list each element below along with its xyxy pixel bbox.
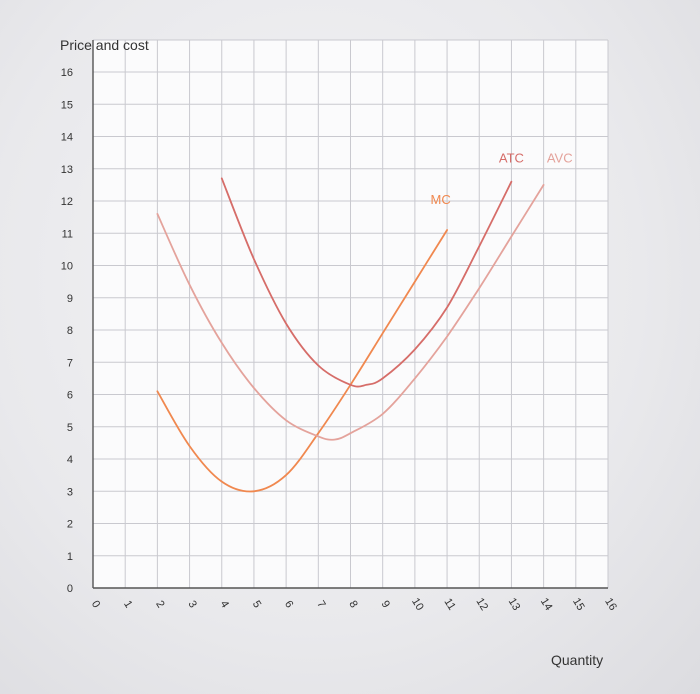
x-tick-label: 0	[89, 599, 102, 611]
axes	[92, 40, 608, 589]
y-tick-label: 10	[61, 261, 73, 273]
y-tick-label: 12	[61, 196, 73, 208]
y-tick-label: 15	[61, 99, 73, 111]
curves	[156, 177, 545, 493]
y-tick-label: 5	[67, 422, 73, 434]
x-tick-label: 3	[185, 599, 198, 611]
x-tick-label: 5	[250, 599, 263, 611]
grid	[93, 39, 609, 588]
x-tick-label: 8	[346, 599, 359, 611]
x-tick-label: 10	[409, 596, 426, 613]
y-axis-label: Price and cost	[60, 37, 149, 53]
y-tick-label: 14	[61, 132, 73, 144]
x-tick-label: 13	[506, 596, 523, 613]
x-tick-label: 15	[570, 596, 587, 613]
x-tick-label: 4	[218, 599, 231, 611]
y-tick-label: 8	[67, 325, 73, 337]
x-tick-label: 9	[379, 599, 392, 611]
x-tick-label: 16	[602, 596, 619, 613]
x-tick-labels: 0 1 2 3 4 5 6 7 8 9 10 11 12 13 14 15 16	[89, 596, 619, 613]
y-tick-label: 0	[67, 583, 73, 595]
y-tick-label: 13	[61, 164, 73, 176]
y-tick-label: 2	[67, 519, 73, 531]
x-tick-label: 6	[282, 599, 295, 611]
x-tick-label: 2	[153, 599, 166, 611]
y-tick-label: 7	[67, 357, 73, 369]
x-tick-label: 1	[121, 599, 134, 611]
y-tick-label: 1	[67, 551, 73, 563]
series-line-atc	[220, 177, 513, 388]
y-tick-label: 11	[62, 228, 73, 240]
x-tick-label: 14	[538, 596, 555, 613]
x-axis-label: Quantity	[551, 652, 603, 668]
series-label-avc: AVC	[547, 150, 573, 165]
series-label-atc: ATC	[499, 150, 524, 165]
x-tick-label: 7	[314, 599, 327, 611]
y-tick-label: 4	[67, 454, 73, 466]
y-tick-label: 3	[67, 486, 73, 498]
series-line-avc	[156, 184, 545, 441]
x-tick-label: 11	[441, 596, 457, 612]
series-label-mc: MC	[431, 192, 451, 207]
x-tick-label: 12	[473, 596, 490, 613]
curve-labels: MC ATC AVC	[431, 150, 573, 207]
y-tick-label: 9	[67, 293, 73, 305]
series-line-mc	[156, 229, 448, 493]
y-tick-label: 16	[61, 67, 73, 79]
y-tick-label: 6	[67, 390, 73, 402]
